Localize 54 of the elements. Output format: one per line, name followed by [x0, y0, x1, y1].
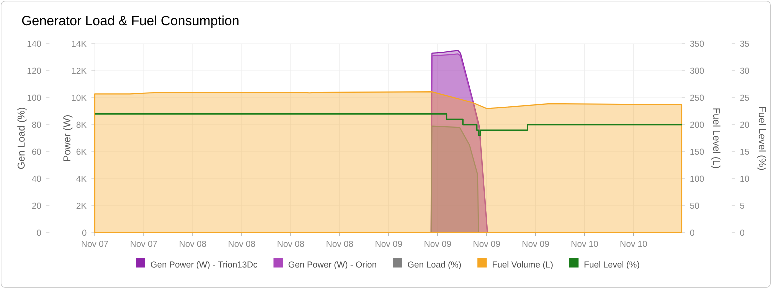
- y2-tick-label: 40: [32, 176, 42, 182]
- x-tick-label: Nov 09: [424, 241, 452, 248]
- y-tick-label: 14K: [72, 41, 87, 47]
- y2-tick-label: 20: [32, 202, 42, 210]
- y-axis-title: Fuel Level (L): [711, 108, 721, 168]
- y2-tick-label: 60: [32, 148, 42, 156]
- y-tick-label: 8K: [76, 122, 87, 128]
- y-axis-title: Power (W): [63, 116, 73, 162]
- y2-tick-label: 80: [32, 122, 42, 128]
- y-tick-label: 10K: [72, 94, 87, 102]
- y2-tick-label: 0: [37, 230, 42, 236]
- y2-tick-label: 15: [740, 148, 750, 156]
- legend-label: Gen Load (%): [408, 261, 462, 270]
- legend-label: Gen Power (W) - Orion: [288, 261, 376, 270]
- y-tick-label: 250: [690, 94, 704, 102]
- legend-label: Fuel Volume (L): [493, 261, 553, 270]
- x-tick-label: Nov 08: [180, 241, 206, 248]
- chart-title: Generator Load & Fuel Consumption: [22, 16, 239, 28]
- y2-tick-label: 35: [740, 40, 750, 48]
- x-tick-label: Nov 09: [376, 241, 402, 248]
- y2-axis-title: Fuel Level (%): [757, 107, 766, 170]
- x-tick-label: Nov 08: [278, 241, 304, 248]
- y-tick-label: 300: [690, 68, 704, 74]
- y-tick-label: 12K: [72, 68, 87, 74]
- y2-tick-label: 100: [28, 94, 42, 102]
- y-tick-label: 50: [690, 202, 700, 210]
- legend-label: Gen Power (W) - Trion13Dc: [151, 261, 258, 270]
- y-tick-label: 100: [690, 176, 704, 182]
- y2-tick-label: 5: [740, 202, 744, 210]
- x-tick-label: Nov 08: [228, 241, 256, 248]
- y2-tick-label: 30: [740, 68, 750, 74]
- y-tick-label: 0: [82, 230, 87, 236]
- x-tick-label: Nov 08: [326, 241, 354, 248]
- y-tick-label: 2K: [76, 202, 87, 210]
- x-tick-label: Nov 09: [474, 241, 500, 248]
- y2-tick-label: 120: [28, 68, 42, 74]
- y-tick-label: 6K: [76, 148, 87, 156]
- x-tick-label: Nov 10: [620, 241, 648, 248]
- y2-tick-label: 0: [740, 230, 744, 236]
- y-tick-label: 200: [690, 122, 704, 128]
- legend-label: Fuel Level (%): [584, 261, 640, 270]
- y-tick-label: 350: [690, 40, 704, 48]
- x-tick-label: Nov 10: [572, 241, 598, 248]
- y2-tick-label: 140: [28, 40, 42, 48]
- y2-axis-title: Gen Load (%): [18, 108, 27, 170]
- y2-tick-label: 10: [740, 176, 750, 182]
- x-tick-label: Nov 07: [130, 241, 158, 248]
- y-tick-label: 150: [690, 148, 704, 156]
- x-tick-label: Nov 07: [82, 241, 108, 248]
- y-tick-label: 0: [690, 230, 694, 236]
- y-tick-label: 4K: [76, 176, 87, 182]
- y2-tick-label: 25: [740, 94, 750, 102]
- y2-tick-label: 20: [740, 122, 750, 128]
- x-tick-label: Nov 09: [522, 241, 550, 248]
